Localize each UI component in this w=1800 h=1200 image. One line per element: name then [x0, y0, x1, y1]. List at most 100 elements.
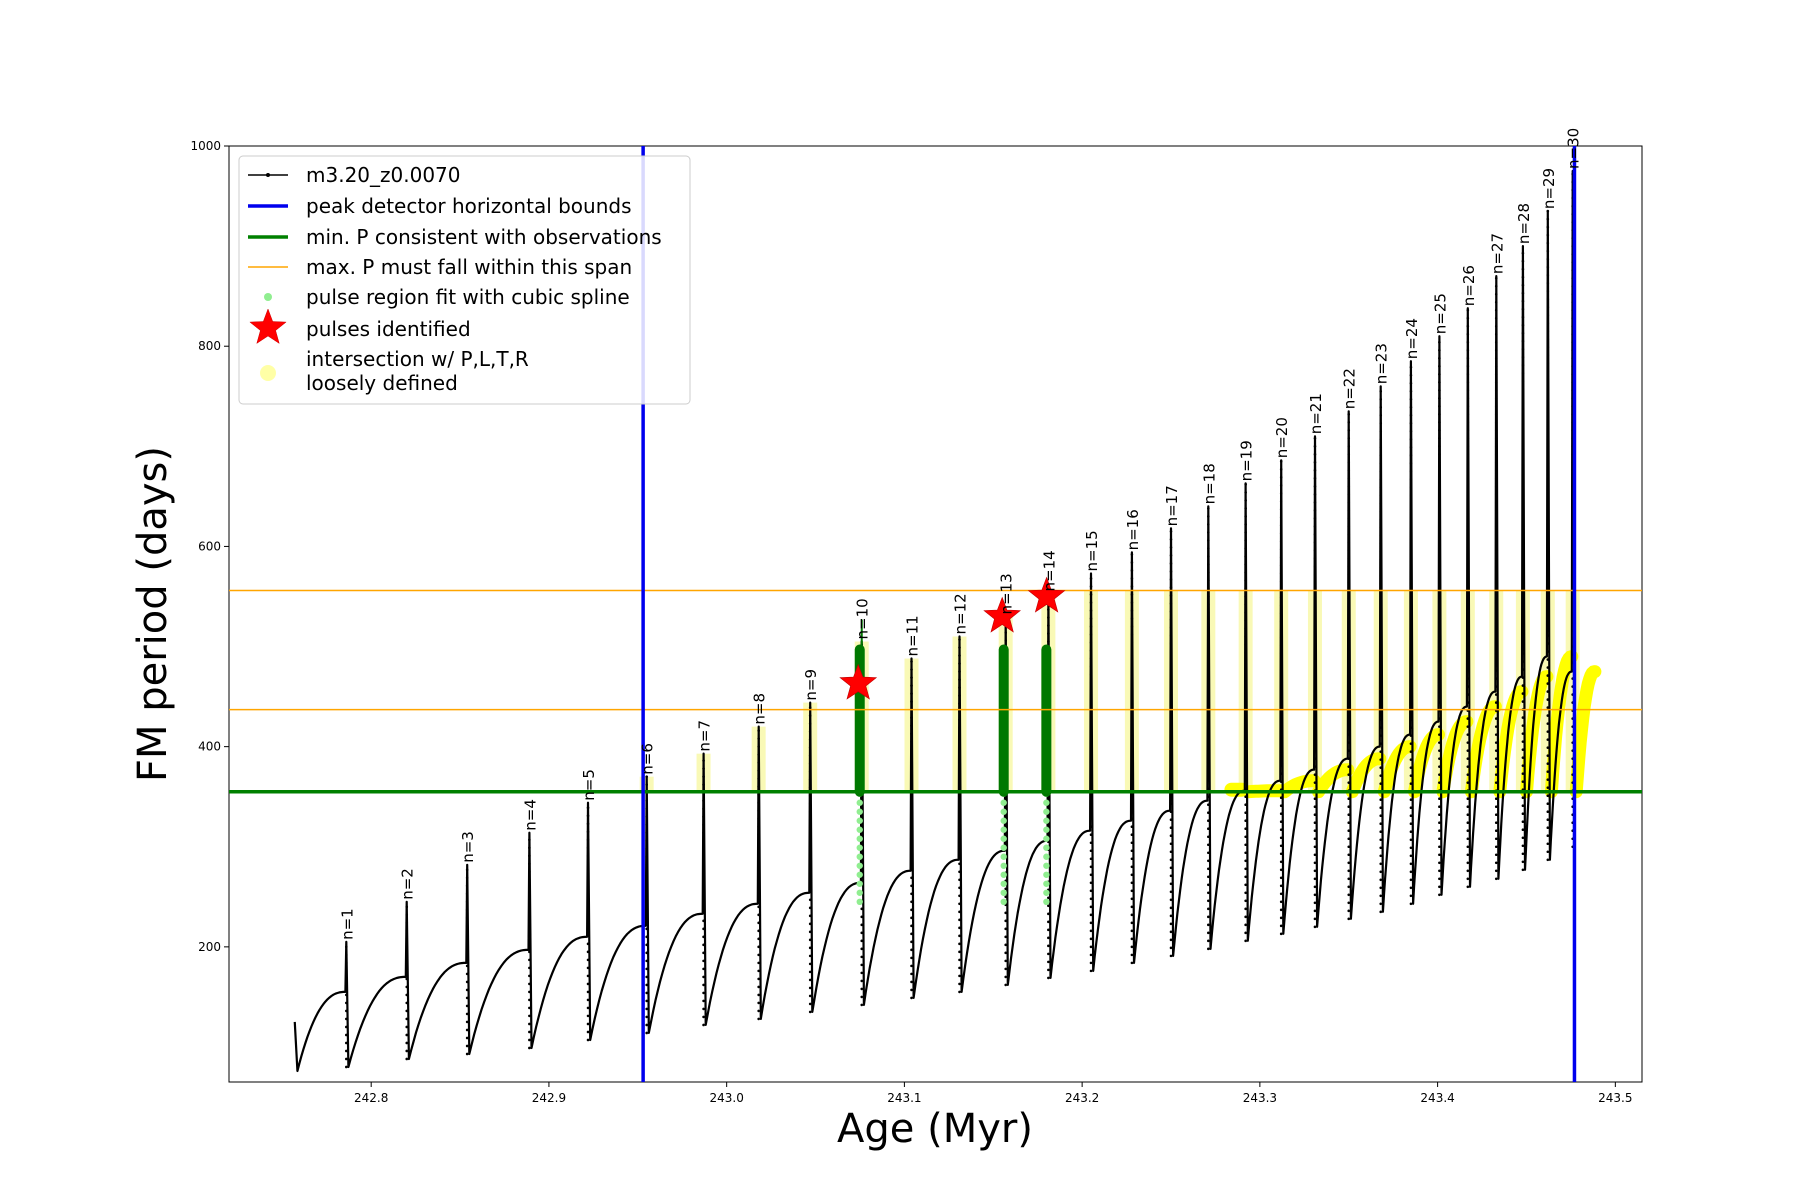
track-sample-point — [1546, 730, 1550, 733]
track-sample-point — [1521, 740, 1525, 743]
track-sample-point — [1047, 960, 1050, 964]
track-sample-point — [528, 942, 531, 946]
track-sample-point — [528, 950, 531, 954]
track-sample-point — [1494, 605, 1498, 608]
track-sample-point — [757, 857, 760, 861]
track-sample-point — [1409, 373, 1413, 377]
track-sample-point — [1244, 843, 1247, 847]
track-sample-point — [1089, 897, 1093, 901]
track-sample-point — [808, 850, 812, 854]
track-sample-point — [1546, 225, 1550, 229]
track-sample-point — [808, 746, 812, 749]
track-sample-point — [1409, 638, 1413, 641]
track-sample-point — [345, 961, 348, 965]
track-sample-point — [345, 1025, 348, 1029]
track-sample-point — [1438, 741, 1441, 744]
track-sample-point — [645, 911, 648, 915]
track-sample-point — [528, 846, 531, 850]
track-sample-point — [1409, 686, 1413, 689]
track-sample-point — [808, 754, 812, 757]
track-sample-point — [1494, 565, 1498, 568]
track-sample-point — [1409, 381, 1413, 385]
track-sample-point — [1521, 532, 1525, 535]
track-sample-point — [1379, 470, 1383, 473]
track-sample-point — [1207, 507, 1210, 510]
track-sample-point — [1438, 533, 1441, 536]
track-sample-point — [1089, 937, 1093, 941]
track-sample-point — [1347, 437, 1351, 440]
track-sample-point — [1244, 763, 1247, 766]
ticks-layer: 242.8 242.9 243.0 243.1 243.2 243.3 243.4 243.5… — [190, 139, 1632, 1105]
track-sample-point — [1466, 461, 1470, 464]
track-sample-point — [1379, 550, 1383, 553]
track-sample-point — [1494, 284, 1498, 288]
track-sample-point — [1494, 469, 1498, 472]
track-sample-point — [1438, 885, 1441, 889]
track-sample-point — [1347, 805, 1351, 809]
pulse-label: n=22 — [1341, 368, 1359, 409]
track-sample-point — [1546, 305, 1550, 309]
track-sample-point — [1169, 770, 1173, 773]
track-sample-point — [910, 924, 913, 928]
track-sample-point — [1244, 747, 1247, 750]
track-sample-point — [702, 935, 705, 939]
track-sample-point — [1313, 741, 1317, 744]
track-sample-point — [1347, 493, 1351, 496]
track-sample-point — [1521, 452, 1525, 455]
track-sample-point — [1494, 733, 1498, 736]
track-sample-point — [1244, 499, 1247, 502]
track-sample-point — [1379, 798, 1383, 801]
track-sample-point — [808, 1002, 812, 1006]
track-sample-point — [1466, 749, 1470, 752]
track-sample-point — [465, 1036, 469, 1040]
track-sample-point — [1466, 493, 1470, 496]
track-sample-point — [1130, 713, 1134, 716]
track-sample-point — [958, 646, 961, 649]
track-sample-point — [345, 953, 348, 957]
track-sample-point — [1169, 834, 1173, 838]
track-sample-point — [1207, 931, 1210, 935]
track-sample-point — [1409, 462, 1413, 465]
track-sample-point — [1494, 877, 1498, 881]
track-sample-point — [1089, 777, 1093, 780]
track-sample-point — [1438, 701, 1441, 704]
track-sample-point — [1047, 640, 1050, 643]
track-sample-point — [1279, 724, 1283, 727]
track-sample-point — [1521, 820, 1525, 824]
spline-point-light — [856, 853, 863, 860]
track-sample-point — [1379, 662, 1383, 665]
track-sample-point — [1047, 928, 1050, 932]
track-sample-point — [1409, 421, 1413, 425]
track-sample-point — [1130, 593, 1134, 596]
track-sample-point — [1466, 613, 1470, 616]
track-line — [293, 169, 1576, 1073]
track-sample-point — [860, 971, 864, 975]
spline-point-light — [1043, 862, 1050, 869]
track-sample-point — [808, 986, 812, 990]
track-sample-point — [1466, 693, 1470, 696]
track-sample-point — [1347, 861, 1351, 865]
track-sample-point — [1244, 523, 1247, 526]
track-sample-point — [1546, 514, 1550, 517]
track-sample-point — [1169, 874, 1173, 878]
track-sample-point — [1244, 827, 1247, 831]
track-sample-point — [528, 926, 531, 930]
track-sample-point — [1169, 922, 1173, 926]
track-sample-point — [1347, 533, 1351, 536]
track-sample-point — [1279, 836, 1283, 840]
track-sample-point — [1521, 371, 1525, 375]
track-sample-point — [1438, 645, 1441, 648]
track-sample-point — [1004, 967, 1008, 971]
track-sample-point — [1207, 683, 1210, 686]
track-sample-point — [1379, 686, 1383, 689]
track-sample-point — [1546, 385, 1550, 389]
x-tick-label: 243.5 — [1598, 1091, 1632, 1105]
track-sample-point — [1244, 691, 1247, 694]
track-sample-point — [1379, 566, 1383, 569]
track-sample-point — [1169, 890, 1173, 894]
track-sample-point — [910, 972, 913, 976]
track-sample-point — [1244, 803, 1247, 807]
legend-label-spline: pulse region fit with cubic spline — [306, 285, 630, 309]
track-sample-point — [1244, 907, 1247, 911]
track-sample-point — [1207, 891, 1210, 895]
